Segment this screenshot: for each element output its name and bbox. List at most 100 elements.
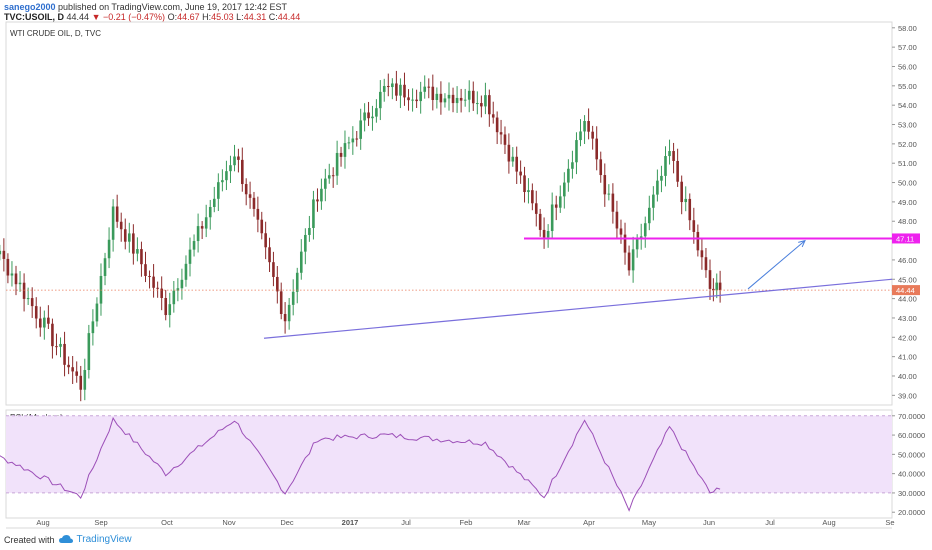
candle-body xyxy=(256,208,260,220)
price-tick-label: 52.00 xyxy=(898,140,917,149)
candle-body xyxy=(59,343,62,347)
candle-body xyxy=(558,196,562,208)
candle-body xyxy=(208,206,212,218)
candle-body xyxy=(411,99,414,101)
candle-body xyxy=(367,112,370,119)
price-tick-label: 39.00 xyxy=(898,391,917,400)
footer: Created with TradingView xyxy=(4,534,132,545)
candle-body xyxy=(316,199,319,202)
candle-body xyxy=(335,152,339,176)
price-tick-label: 56.00 xyxy=(898,62,917,71)
time-tick-label: Jul xyxy=(765,518,775,527)
candle-body xyxy=(176,288,180,291)
candle-body xyxy=(538,213,542,230)
candle-body xyxy=(63,343,66,365)
candle-body xyxy=(6,258,10,276)
candle-body xyxy=(534,203,538,214)
candle-body xyxy=(95,303,99,322)
candle-body xyxy=(264,233,267,248)
candle-body xyxy=(375,108,378,117)
candle-body xyxy=(476,103,479,105)
created-with-label: Created with xyxy=(4,534,55,545)
candle-body xyxy=(225,171,228,181)
last-price-tag xyxy=(892,285,920,296)
candle-body xyxy=(233,156,236,166)
candle-body xyxy=(91,321,95,334)
candle-body xyxy=(395,83,398,96)
tradingview-brand[interactable]: TradingView xyxy=(76,534,132,545)
price-tick-label: 54.00 xyxy=(898,101,917,110)
candle-body xyxy=(55,346,58,348)
candle-body xyxy=(435,93,439,100)
candle-body xyxy=(511,156,515,162)
candle-body xyxy=(391,83,394,88)
candle-body xyxy=(484,95,487,107)
candle-body xyxy=(431,86,435,100)
candle-body xyxy=(652,194,655,208)
candle-body xyxy=(515,156,519,172)
candle-body xyxy=(382,86,386,92)
candle-body xyxy=(700,250,704,258)
candle-body xyxy=(459,97,463,101)
candle-body xyxy=(672,151,675,161)
candle-body xyxy=(480,103,483,107)
low-value: 44.31 xyxy=(243,12,267,22)
candle-body xyxy=(363,112,366,121)
candle-body xyxy=(611,193,615,212)
candle-body xyxy=(276,276,279,292)
candle-body xyxy=(718,282,722,291)
candle-body xyxy=(115,206,119,222)
price-tick-label: 53.00 xyxy=(898,121,917,130)
candle-body xyxy=(355,138,359,140)
price-tick-label: 42.00 xyxy=(898,333,917,342)
candle-body xyxy=(692,220,696,232)
price-tick-label: 51.00 xyxy=(898,159,917,168)
time-tick-label: Jul xyxy=(401,518,411,527)
candle-body xyxy=(415,99,418,102)
time-tick-label: Sep xyxy=(94,518,107,527)
candle-body xyxy=(680,181,683,203)
candle-body xyxy=(579,131,582,141)
candle-body xyxy=(160,288,163,299)
rsi-band xyxy=(6,415,892,493)
publish-line: sanego2000 published on TradingView.com,… xyxy=(4,2,300,12)
price-tick-label: 45.00 xyxy=(898,275,917,284)
candle-body xyxy=(217,182,220,199)
candle-body xyxy=(34,306,38,319)
candle-body xyxy=(591,131,594,139)
price-tick-label: 49.00 xyxy=(898,198,917,207)
candle-body xyxy=(527,190,530,193)
price-chart[interactable]: 58.00 57.00 56.00 55.00 54.00 53.00 52.00 51.00… xyxy=(0,0,932,530)
candle-body xyxy=(312,199,315,228)
candle-body xyxy=(111,206,115,240)
candle-body xyxy=(676,160,679,182)
candle-body xyxy=(184,263,188,280)
candle-body xyxy=(327,175,331,179)
candle-body xyxy=(523,175,526,193)
candle-body xyxy=(507,144,511,162)
candle-body xyxy=(268,247,271,263)
candle-body xyxy=(67,364,70,368)
candle-body xyxy=(71,367,74,372)
time-tick-label: Dec xyxy=(280,518,294,527)
rsi-tick-label: 40.0000 xyxy=(898,470,925,479)
price-pane-title: WTI CRUDE OIL, D, TVC xyxy=(10,29,101,38)
candle-body xyxy=(237,156,240,160)
candle-body xyxy=(123,229,127,242)
time-tick-label: 2017 xyxy=(342,518,359,527)
candle-body xyxy=(196,226,200,242)
candle-body xyxy=(347,142,351,144)
candle-body xyxy=(491,114,495,118)
candle-body xyxy=(423,86,427,92)
candle-body xyxy=(660,175,663,181)
author-link[interactable]: sanego2000 xyxy=(4,2,56,12)
candle-body xyxy=(279,291,283,314)
candle-body xyxy=(136,249,139,254)
high-value: 45.03 xyxy=(211,12,234,22)
time-tick-label: Aug xyxy=(822,518,835,527)
candle-body xyxy=(148,275,151,277)
time-tick-label: Feb xyxy=(460,518,473,527)
candle-body xyxy=(51,323,54,347)
publish-info: published on TradingView.com, June 19, 2… xyxy=(58,2,288,12)
candle-body xyxy=(320,188,323,202)
